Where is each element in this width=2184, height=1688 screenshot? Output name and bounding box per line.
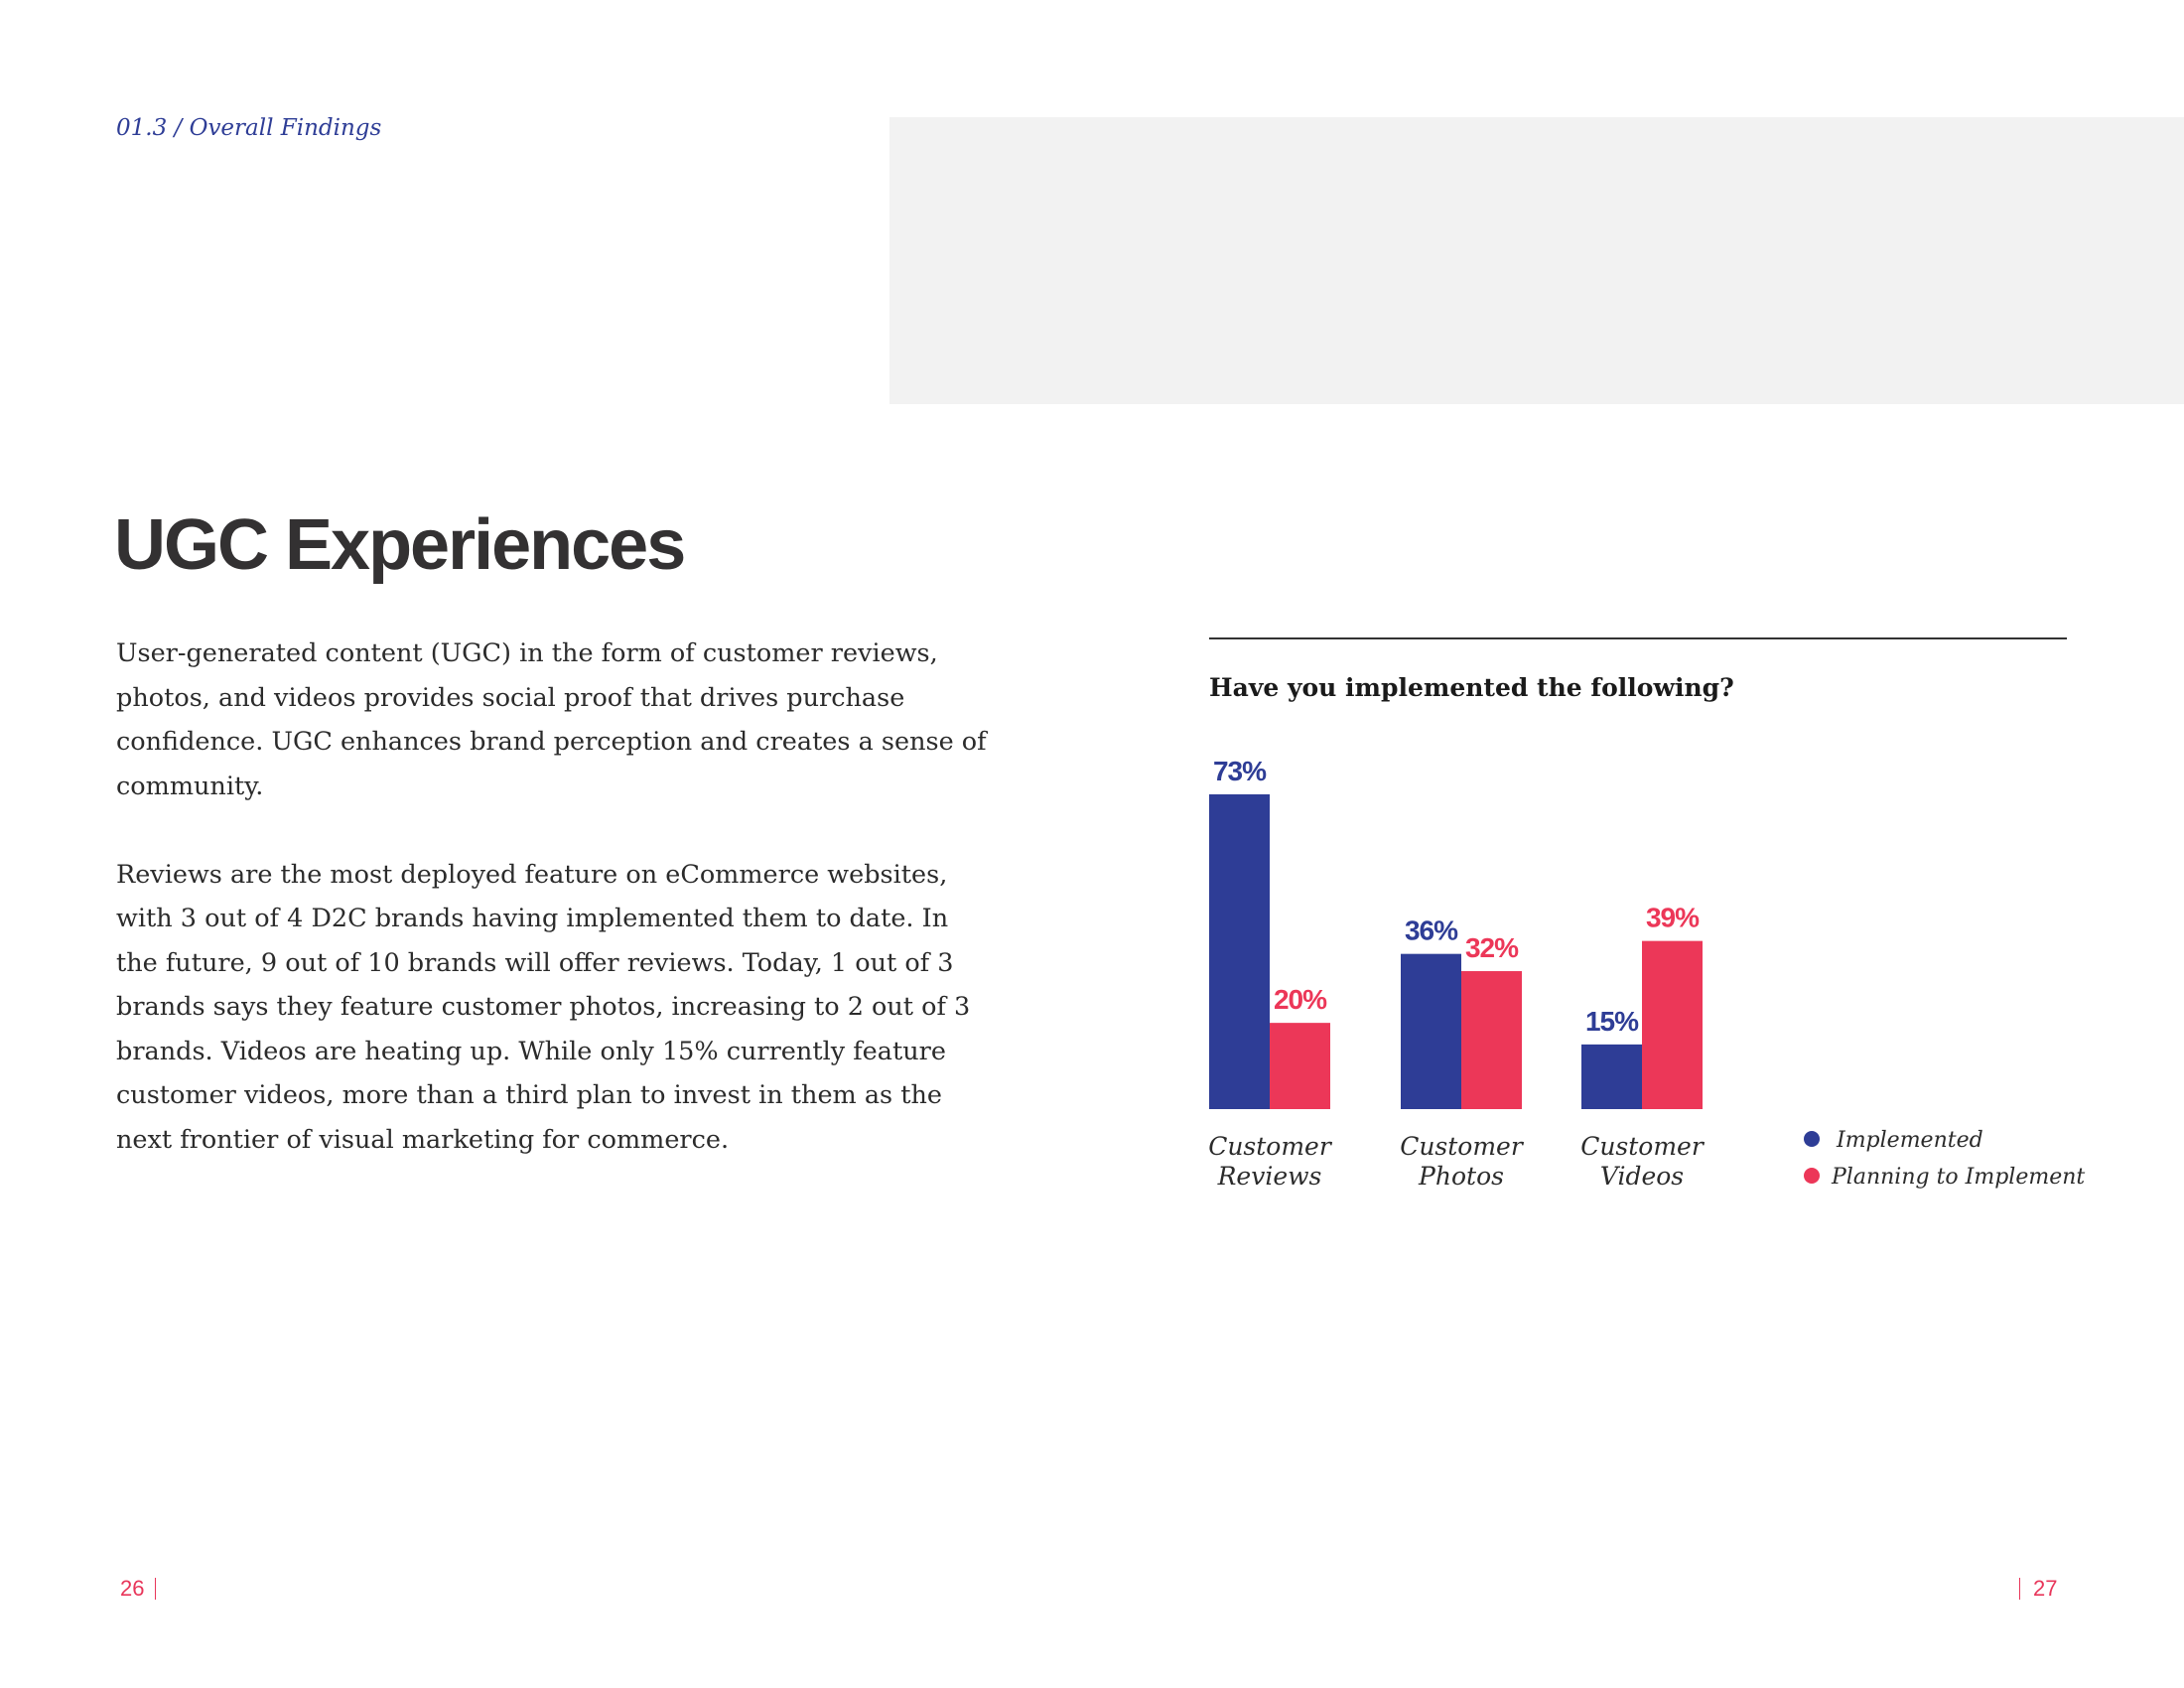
chart-divider — [1209, 637, 2067, 639]
data-label: 32% — [1465, 932, 1519, 963]
legend-label: Implemented — [1836, 1128, 1983, 1153]
legend-dot — [1804, 1131, 1820, 1147]
category-label: Customer — [1400, 1132, 1525, 1161]
body-text: User-generated content (UGC) in the form… — [116, 632, 990, 1206]
category-label: Videos — [1600, 1162, 1684, 1191]
section-label: 01.3 / Overall Findings — [116, 115, 382, 141]
data-label: 15% — [1585, 1006, 1639, 1037]
page-title: UGC Experiences — [114, 505, 686, 585]
data-label: 39% — [1646, 903, 1700, 933]
detail-paragraph: Reviews are the most deployed feature on… — [116, 859, 971, 1155]
bar-implemented — [1209, 794, 1270, 1109]
intro-paragraph: User-generated content (UGC) in the form… — [116, 638, 987, 801]
image-placeholder-panel — [889, 117, 2184, 404]
bar-planning — [1642, 940, 1703, 1109]
page-number-left: 26 — [120, 1576, 145, 1601]
category-label: Photos — [1418, 1162, 1504, 1191]
bar-implemented — [1401, 953, 1461, 1109]
bar-implemented — [1581, 1044, 1642, 1109]
bar-planning — [1270, 1023, 1330, 1109]
page-number-right: 27 — [2033, 1576, 2058, 1601]
data-label: 73% — [1213, 756, 1267, 786]
category-label: Reviews — [1217, 1162, 1322, 1191]
data-label: 20% — [1274, 984, 1327, 1015]
data-label: 36% — [1405, 915, 1458, 946]
category-label: Customer — [1208, 1132, 1333, 1161]
legend-dot — [1804, 1168, 1820, 1184]
bar-planning — [1461, 971, 1522, 1109]
category-label: Customer — [1580, 1132, 1706, 1161]
page-divider-right — [2019, 1578, 2020, 1600]
legend-label: Planning to Implement — [1831, 1165, 2085, 1190]
page-divider-left — [155, 1578, 156, 1600]
chart-title: Have you implemented the following? — [1209, 673, 1734, 702]
